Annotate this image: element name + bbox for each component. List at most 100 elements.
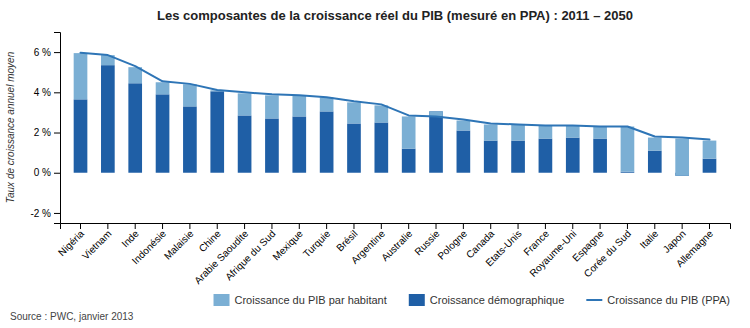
tick-mark <box>654 223 655 229</box>
tick-mark <box>353 223 354 229</box>
tick-mark <box>436 223 437 229</box>
bar <box>128 83 142 172</box>
tick-label: Inde <box>119 228 141 250</box>
bar <box>457 120 471 130</box>
tick-label: Afrique du Sud <box>223 228 278 283</box>
bar <box>292 95 306 116</box>
tick: Brésil <box>334 223 359 253</box>
bar <box>484 141 498 173</box>
tick-label: Malaisie <box>162 228 196 262</box>
bar <box>402 116 416 148</box>
plot: -2 %0 %2 %4 %6 %NigériaVietnamIndeIndoné… <box>30 33 730 287</box>
tick-label: 0 % <box>34 167 51 178</box>
bar <box>156 94 170 172</box>
bar <box>374 105 388 122</box>
legend-item: Croissance démographique <box>409 294 565 306</box>
tick: Pologne <box>435 223 469 262</box>
bar <box>347 123 361 172</box>
tick-label: Royaume-Uni <box>527 228 578 279</box>
axis-title: Taux de croissance annuel moyen <box>5 51 16 203</box>
legend-item: Croissance du PIB par habitant <box>214 294 387 306</box>
bar <box>183 106 197 172</box>
tick-mark <box>682 223 683 229</box>
tick-label: Turquie <box>301 228 333 260</box>
bar <box>238 93 252 115</box>
bar <box>265 118 279 172</box>
tick-label: Brésil <box>334 228 359 253</box>
tick: Vietnam <box>80 223 114 262</box>
bar <box>320 111 334 172</box>
tick-mark <box>162 223 163 229</box>
bar <box>703 141 717 159</box>
bar <box>566 125 580 137</box>
bar <box>374 122 388 172</box>
tick-mark <box>135 223 136 229</box>
tick: Argentine <box>349 223 387 266</box>
tick-mark <box>709 223 710 229</box>
bar <box>484 124 498 140</box>
tick-label: Allemagne <box>674 228 715 269</box>
tick: Etats-Unis <box>483 223 523 268</box>
legend-swatch <box>214 294 230 306</box>
annotation: Source : PWC, janvier 2013 <box>10 311 134 322</box>
tick: Chine <box>197 223 224 254</box>
legend-label: Croissance du PIB (PPA) <box>607 294 730 306</box>
tick: Indonésie <box>130 223 169 266</box>
bar <box>292 116 306 172</box>
bar <box>593 126 607 138</box>
bar <box>347 102 361 123</box>
bar <box>183 84 197 106</box>
tick-mark <box>408 223 409 229</box>
tick: Inde <box>119 223 141 249</box>
tick-mark <box>54 213 60 214</box>
bar <box>238 115 252 172</box>
tick-mark <box>217 223 218 229</box>
tick-mark <box>545 223 546 229</box>
bar <box>511 124 525 140</box>
tick-label: Australie <box>379 228 415 264</box>
axis-line <box>54 33 61 224</box>
tick-label: Indonésie <box>130 228 169 267</box>
tick-mark <box>490 223 491 229</box>
bar <box>621 126 635 171</box>
bar-series <box>74 53 717 176</box>
tick-mark <box>54 173 60 174</box>
tick-label: Italie <box>638 228 661 251</box>
bar <box>265 95 279 118</box>
tick-label: 2 % <box>34 127 51 138</box>
bar <box>648 138 662 151</box>
tick: Allemagne <box>674 223 715 269</box>
tick-label: Mexique <box>270 228 305 263</box>
legend: Croissance du PIB par habitant Croissance… <box>214 294 730 306</box>
tick-label: Vietnam <box>80 228 114 262</box>
tick: 6 % <box>34 47 60 58</box>
tick: Royaume-Uni <box>527 223 578 279</box>
tick-label: Etats-Unis <box>483 228 523 268</box>
marks <box>74 53 717 176</box>
tick-label: Argentine <box>349 228 387 266</box>
line <box>81 53 710 140</box>
tick-label: -2 % <box>30 208 51 219</box>
tick: Turquie <box>301 223 333 259</box>
tick-mark <box>600 223 601 229</box>
legend-swatch <box>586 299 602 301</box>
bar <box>703 159 717 173</box>
tick: Arabie Saoudite <box>192 223 250 286</box>
chart: -2 %0 %2 %4 %6 %NigériaVietnamIndeIndoné… <box>0 0 750 328</box>
legend-label: Croissance du PIB par habitant <box>235 294 387 306</box>
tick-label: Pologne <box>435 228 469 262</box>
tick-mark <box>80 223 81 229</box>
tick-label: Corée du Sud <box>582 228 633 279</box>
tick: Mexique <box>270 223 305 262</box>
tick-mark <box>54 52 60 53</box>
bar <box>648 151 662 173</box>
bar <box>457 131 471 173</box>
tick-mark <box>189 223 190 229</box>
title: Les composantes de la croissance réel du… <box>157 8 633 23</box>
bar <box>511 141 525 173</box>
tick-mark <box>326 223 327 229</box>
tick-label: 6 % <box>34 47 51 58</box>
tick: 0 % <box>34 167 60 178</box>
bar <box>74 53 88 99</box>
bar <box>74 99 88 172</box>
